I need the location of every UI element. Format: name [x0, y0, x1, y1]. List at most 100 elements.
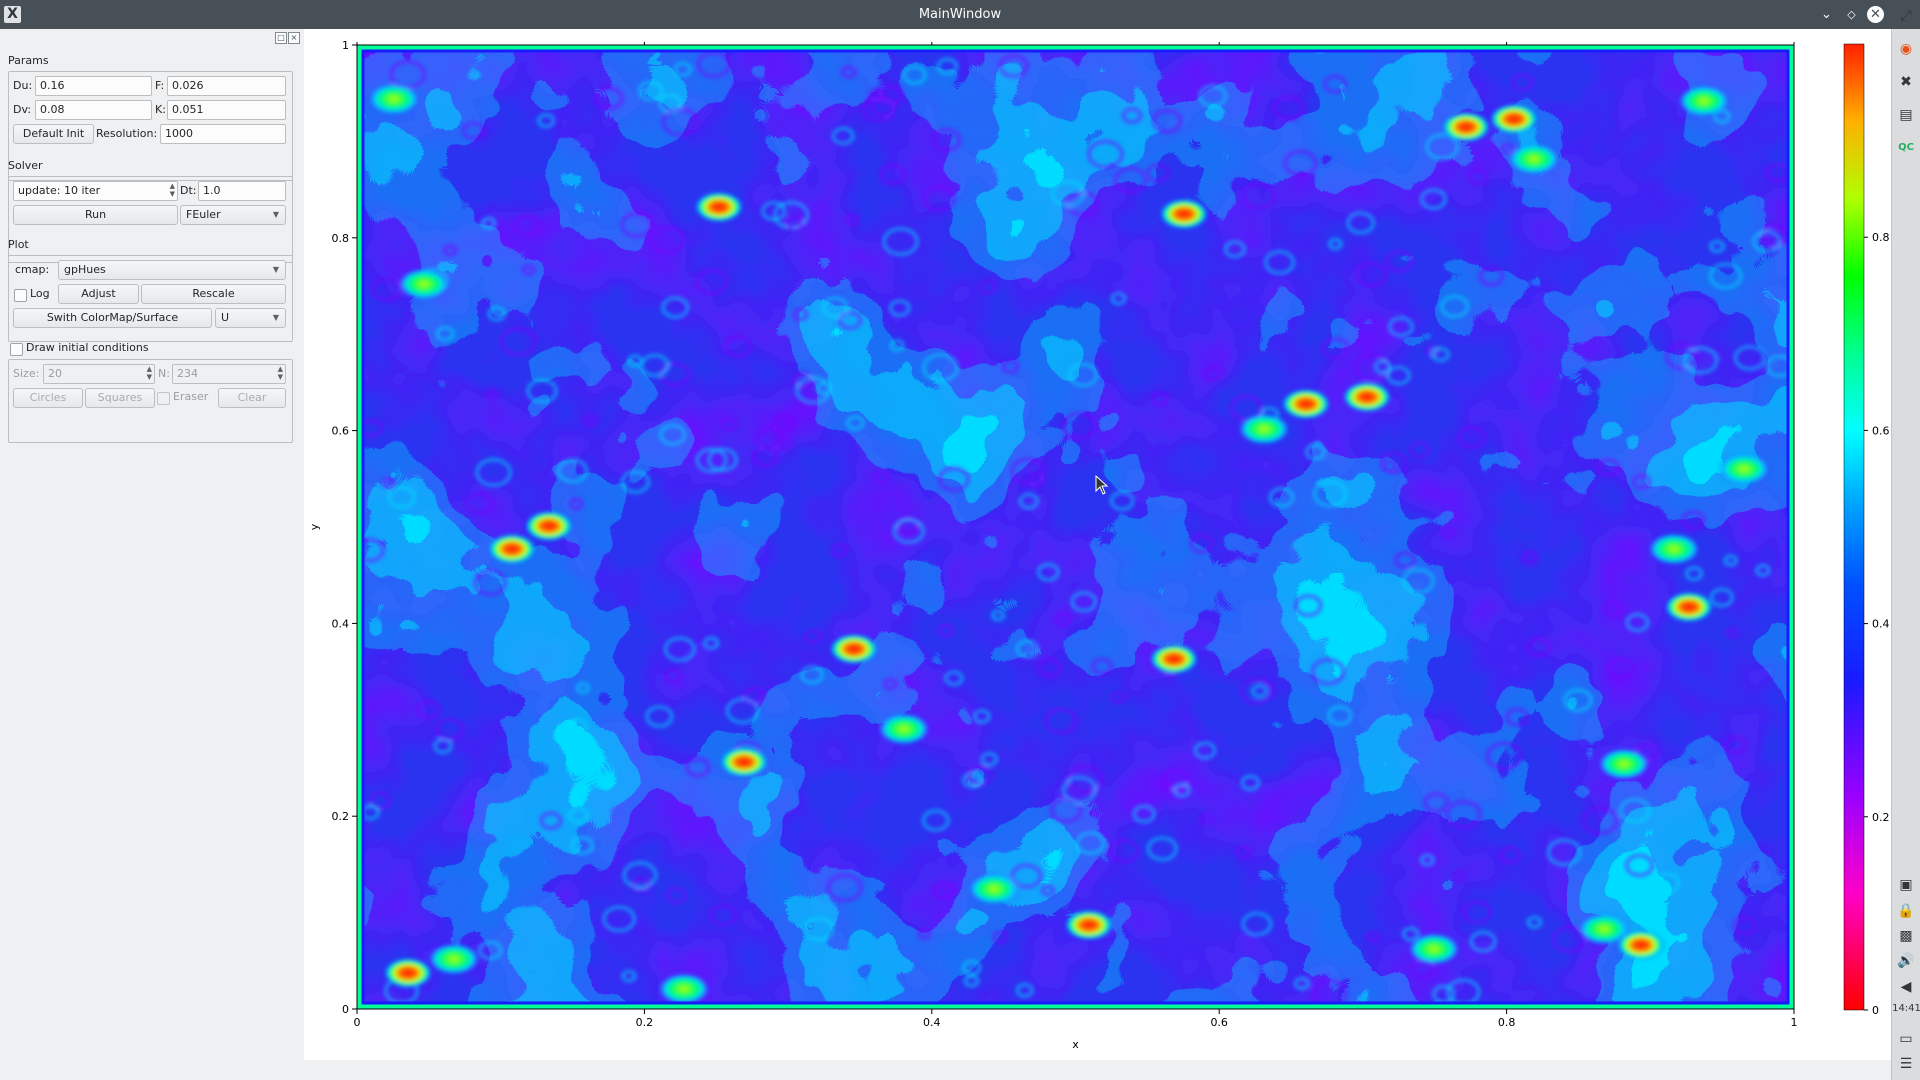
draw-initial-conditions-label: Draw initial conditions	[26, 341, 149, 354]
pattern-ring	[485, 389, 499, 401]
pattern-ring	[1204, 366, 1223, 381]
size-spinbox[interactable]: 20 ▲ ▼	[43, 364, 155, 384]
menu-icon[interactable]: ☰	[1899, 1056, 1913, 1072]
spin-arrows-icon[interactable]: ▲ ▼	[277, 365, 283, 381]
firefox-icon[interactable]: ◉	[1899, 41, 1913, 57]
close-button[interactable]: ✕	[1867, 6, 1884, 23]
pattern-spot	[1282, 389, 1330, 419]
pattern-ring	[1294, 594, 1322, 617]
switch-colormap-surface-button[interactable]: Swith ColorMap/Surface	[13, 308, 212, 328]
window-icon[interactable]: ▤	[1899, 107, 1913, 123]
pattern-ring	[1240, 677, 1274, 705]
pattern-ring	[1146, 163, 1170, 183]
pattern-ring	[1709, 240, 1725, 253]
params-group	[8, 71, 293, 181]
pattern-ring	[1440, 526, 1455, 538]
desktop-icon[interactable]: ▭	[1899, 1031, 1913, 1047]
pattern-spot	[1442, 112, 1490, 142]
du-input[interactable]: 0.16	[35, 76, 152, 96]
plot-area[interactable]: 0 0.2 0.4 0.6 0.8 1 0 0.2 0.4 0.6 0.8 1 x y 0 0.2 0.4 0.…	[304, 29, 1891, 1060]
pattern-ring	[443, 244, 457, 256]
pattern-ring	[1380, 452, 1408, 474]
x-app-icon[interactable]: ✖	[1900, 74, 1912, 90]
n-spinbox[interactable]: 234 ▲ ▼	[172, 364, 286, 384]
x-tick-label: 0.4	[923, 1016, 941, 1029]
x-tick-label: 0.8	[1498, 1016, 1516, 1029]
pattern-ring	[752, 446, 779, 467]
volume-icon[interactable]: 🔊	[1897, 953, 1915, 969]
adjust-button[interactable]: Adjust	[58, 284, 139, 304]
clock[interactable]: 14:41	[1892, 1003, 1920, 1014]
n-label: N:	[158, 367, 170, 380]
chevron-left-icon[interactable]: ◀	[1900, 979, 1912, 995]
clipboard-icon[interactable]: ▩	[1899, 928, 1913, 944]
update-iter-spinbox[interactable]: update: 10 iter ▲ ▼	[13, 181, 178, 201]
lock-icon[interactable]: 🔒	[1897, 903, 1915, 919]
dock-float-button[interactable]: □	[275, 32, 287, 44]
pattern-ring	[1241, 912, 1272, 936]
minimize-button[interactable]: ⌄	[1818, 6, 1835, 23]
dv-input[interactable]: 0.08	[35, 100, 152, 120]
field-plot[interactable]: 0 0.2 0.4 0.6 0.8 1 0 0.2 0.4 0.6 0.8 1 x y 0 0.2 0.4 0.…	[304, 29, 1891, 1060]
pattern-ring	[937, 58, 958, 75]
squares-button[interactable]: Squares	[85, 388, 155, 408]
pattern-spot	[830, 634, 878, 664]
pattern-ring	[795, 376, 831, 404]
pattern-ring	[1327, 705, 1352, 726]
expand-icon[interactable]: ⤢	[1900, 8, 1912, 24]
field-select[interactable]: U ▼	[215, 308, 286, 328]
qtcreator-icon[interactable]: QC	[1898, 142, 1914, 153]
dt-input[interactable]: 1.0	[198, 181, 286, 201]
display-icon[interactable]: ▣	[1899, 877, 1913, 893]
spin-arrows-icon[interactable]: ▲ ▼	[169, 182, 175, 198]
rescale-button[interactable]: Rescale	[141, 284, 286, 304]
method-select[interactable]: FEuler ▼	[180, 205, 286, 225]
pattern-ring	[1264, 250, 1295, 275]
colorbar-tick-label: 0.6	[1872, 424, 1890, 437]
pattern-ring	[473, 570, 507, 596]
log-checkbox[interactable]	[14, 289, 27, 302]
pattern-ring	[822, 297, 848, 318]
resolution-input[interactable]: 1000	[160, 124, 286, 144]
pattern-spot	[878, 713, 930, 745]
restore-icon: ◇	[1847, 8, 1856, 21]
pattern-spot	[1678, 85, 1730, 117]
pattern-ring	[1752, 230, 1781, 253]
pattern-ring	[1110, 491, 1135, 511]
default-init-button[interactable]: Default Init	[13, 124, 94, 144]
cmap-select[interactable]: gpHues ▼	[58, 260, 286, 280]
pattern-ring	[703, 636, 719, 650]
pattern-ring	[882, 227, 919, 256]
pattern-ring	[645, 705, 673, 728]
pattern-ring	[1511, 73, 1534, 92]
pattern-ring	[932, 128, 961, 152]
y-axis-label: y	[308, 523, 321, 530]
clear-button[interactable]: Clear	[218, 388, 286, 408]
maximize-button[interactable]: ◇	[1843, 6, 1860, 23]
dock-close-button[interactable]: ×	[288, 32, 300, 44]
window-titlebar[interactable]: X MainWindow ⌄ ◇ ✕	[0, 0, 1920, 29]
pattern-ring	[602, 906, 636, 932]
pattern-ring	[1527, 916, 1542, 929]
draw-initial-conditions-checkbox[interactable]	[10, 343, 23, 356]
pattern-ring	[1470, 931, 1497, 952]
f-input[interactable]: 0.026	[167, 76, 286, 96]
pattern-ring	[1199, 813, 1214, 825]
eraser-checkbox[interactable]	[157, 392, 170, 405]
app-icon[interactable]: X	[4, 6, 21, 23]
pattern-ring	[1445, 800, 1482, 829]
pattern-ring	[1172, 783, 1191, 798]
k-input[interactable]: 0.051	[167, 100, 286, 120]
draw-group	[8, 359, 293, 443]
pattern-spot	[968, 873, 1020, 905]
spin-arrows-icon[interactable]: ▲ ▼	[146, 365, 152, 381]
pattern-ring	[1457, 426, 1486, 449]
pattern-ring	[923, 185, 956, 212]
circles-button[interactable]: Circles	[13, 388, 83, 408]
pattern-ring	[1423, 792, 1449, 813]
run-button[interactable]: Run	[13, 205, 178, 225]
pattern-ring	[827, 874, 863, 902]
pattern-spot	[720, 747, 768, 777]
pattern-ring	[1240, 775, 1260, 791]
pattern-ring	[1346, 212, 1375, 234]
